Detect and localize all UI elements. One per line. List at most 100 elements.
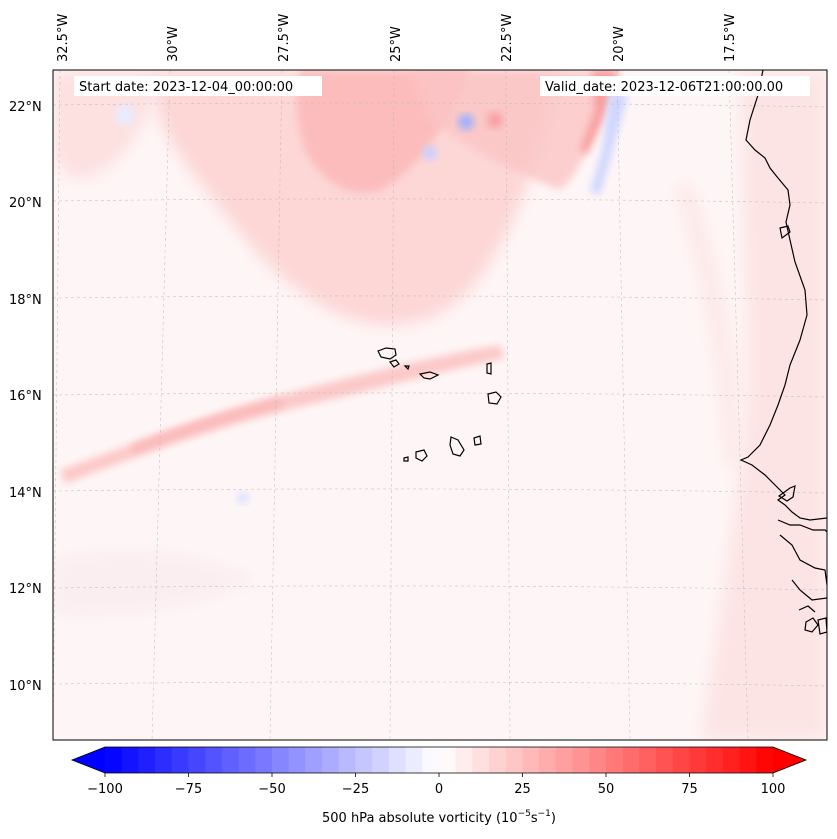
colorbar-segment (105, 747, 123, 773)
vorticity-blob-blue-3 (237, 492, 249, 504)
lat-label-16n: 16°N (9, 389, 42, 404)
graticule-lon-27.5w (269, 70, 283, 740)
colorbar-segment (422, 747, 440, 773)
colorbar-label-exp1: −5 (518, 809, 531, 819)
graticule-lon-25w (389, 70, 395, 740)
vorticity-blob-red-1 (487, 112, 503, 128)
vorticity-blob-blue-2 (423, 146, 437, 160)
colorbar-segment (706, 747, 724, 773)
lat-label-18n: 18°N (9, 293, 42, 308)
colorbar-segment (355, 747, 373, 773)
cb-tick-label: 0 (435, 782, 443, 797)
cb-tick-label: 100 (761, 782, 786, 797)
cb-tick-label: −50 (258, 782, 285, 797)
latitude-labels: 22°N 20°N 18°N 16°N 14°N 12°N 10°N (9, 100, 42, 694)
vorticity-patch-northeast (410, 70, 610, 190)
graticule (53, 70, 827, 740)
cb-tick-label: −25 (342, 782, 369, 797)
island-santa-luzia (403, 365, 410, 371)
colorbar-segment (455, 747, 473, 773)
colorbar-label-unit: s (531, 811, 538, 826)
island-sal (486, 362, 492, 375)
colorbar-segment (622, 747, 640, 773)
colorbar-segment (238, 747, 256, 773)
start-date-text: Start date: 2023-12-04_00:00:00 (79, 80, 293, 95)
graticule-lon-32.5w (53, 70, 61, 740)
colorbar-segment (372, 747, 390, 773)
vorticity-patch-west-shear-band (60, 345, 505, 484)
map-frame (52, 69, 828, 741)
cb-tick-label: −75 (175, 782, 202, 797)
coastline-guinea-bissau (777, 519, 827, 601)
african-coastline (739, 70, 827, 635)
colorbar-segment (288, 747, 306, 773)
colorbar-segment (472, 747, 490, 773)
colorbar-segment (489, 747, 507, 773)
colorbar-segment (155, 747, 173, 773)
colorbar-segment (756, 747, 774, 773)
colorbar-segment (305, 747, 323, 773)
valid-date-text: Valid_date: 2023-12-06T21:00:00.00 (545, 80, 783, 95)
island-maio (473, 435, 482, 446)
colorbar-segments (72, 747, 806, 773)
vorticity-patch-east-streak (675, 180, 740, 470)
colorbar-tick-labels: −100 −75 −50 −25 0 25 50 75 100 (87, 782, 785, 797)
graticule-lat-22n (53, 102, 827, 108)
coastline-north-inlet (779, 225, 791, 240)
colorbar-segment (589, 747, 607, 773)
colorbar-segment (255, 747, 273, 773)
cb-tick-label: −100 (87, 782, 123, 797)
colorbar-extend-min (72, 747, 105, 773)
colorbar-segment (405, 747, 423, 773)
colorbar-segment (555, 747, 574, 773)
graticule-lat-10n (53, 681, 827, 687)
graticule-lon-22.5w (505, 70, 511, 740)
lat-label-12n: 12°N (9, 582, 42, 597)
island-sao-vicente (388, 359, 400, 368)
cb-tick-label: 75 (681, 782, 698, 797)
colorbar-segment (639, 747, 657, 773)
cb-tick-label: 25 (514, 782, 531, 797)
graticule-lon-30w (151, 70, 171, 740)
colorbar-segment (606, 747, 624, 773)
colorbar-segment (689, 747, 707, 773)
colorbar-segment (205, 747, 223, 773)
island-sao-nicolau (418, 371, 440, 380)
lon-label-32.5w: 32.5°W (56, 14, 71, 62)
lon-label-17.5w: 17.5°W (723, 14, 738, 62)
colorbar-label: 500 hPa absolute vorticity (10−5s−1) (322, 809, 556, 826)
coastline-main (739, 70, 827, 521)
graticule-lat-18n (53, 295, 827, 301)
vorticity-patch-west-band-core (130, 398, 284, 454)
graticule-lat-20n (53, 198, 827, 204)
colorbar-segment (138, 747, 156, 773)
colorbar-segment (672, 747, 691, 773)
colorbar-segment (338, 747, 357, 773)
graticule-lat-12n (53, 585, 827, 591)
start-date-box (74, 76, 322, 96)
colorbar-segment (272, 747, 290, 773)
lon-label-25w: 25°W (389, 26, 404, 62)
colorbar-label-prefix: 500 hPa absolute vorticity (10 (322, 811, 518, 826)
vorticity-patch-ridge-blue (590, 90, 628, 195)
longitude-labels: 32.5°W 30°W 27.5°W 25°W 22.5°W 20°W 17.5… (56, 14, 738, 62)
colorbar-segment (188, 747, 206, 773)
vorticity-patch-coast (700, 70, 827, 740)
graticule-lat-14n (53, 488, 827, 494)
colorbar-segment (388, 747, 407, 773)
lon-label-27.5w: 27.5°W (277, 14, 292, 62)
vorticity-patch-southwest (53, 549, 260, 617)
graticule-lon-20w (616, 70, 631, 740)
coastline-gambia (777, 485, 796, 502)
island-santiago (449, 436, 465, 457)
colorbar-segment (505, 747, 524, 773)
colorbar-extend-max (773, 747, 806, 773)
lon-label-30w: 30°W (166, 26, 181, 62)
island-brava (403, 456, 409, 462)
colorbar-segment (171, 747, 190, 773)
lat-label-20n: 20°N (9, 196, 42, 211)
graticule-lon-17.5w (728, 70, 749, 740)
colorbar-segment (221, 747, 240, 773)
valid-date-box (540, 76, 810, 96)
